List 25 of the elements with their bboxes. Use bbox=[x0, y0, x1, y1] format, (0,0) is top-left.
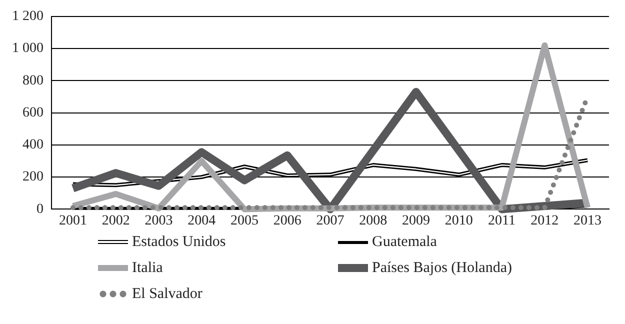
x-tick-label: 2011 bbox=[488, 213, 516, 228]
legend-label: Países Bajos (Holanda) bbox=[372, 260, 512, 276]
y-tick-label: 400 bbox=[22, 138, 44, 153]
legend-label: Guatemala bbox=[372, 234, 437, 250]
legend-label: Italia bbox=[132, 260, 163, 276]
x-tick-label: 2005 bbox=[230, 213, 258, 228]
x-tick-label: 2008 bbox=[359, 213, 388, 228]
x-tick-label: 2007 bbox=[316, 213, 344, 228]
y-tick-label: 1 000 bbox=[12, 41, 44, 56]
x-tick-label: 2003 bbox=[144, 213, 173, 228]
y-tick-label: 0 bbox=[36, 202, 44, 217]
legend-label: Estados Unidos bbox=[132, 234, 226, 250]
x-tick-label: 2013 bbox=[574, 213, 602, 228]
y-tick-label: 800 bbox=[22, 73, 44, 88]
x-tick-label: 2002 bbox=[102, 213, 130, 228]
x-tick-label: 2004 bbox=[188, 213, 216, 228]
x-tick-label: 2006 bbox=[273, 213, 302, 228]
legend-label: El Salvador bbox=[132, 286, 202, 302]
x-tick-label: 2009 bbox=[402, 213, 430, 228]
x-tick-label: 2010 bbox=[444, 213, 473, 228]
y-tick-label: 200 bbox=[22, 170, 44, 185]
y-tick-label: 1 200 bbox=[12, 9, 44, 24]
x-tick-label: 2001 bbox=[58, 213, 87, 228]
x-tick-label: 2012 bbox=[530, 213, 559, 228]
y-tick-label: 600 bbox=[22, 105, 44, 120]
